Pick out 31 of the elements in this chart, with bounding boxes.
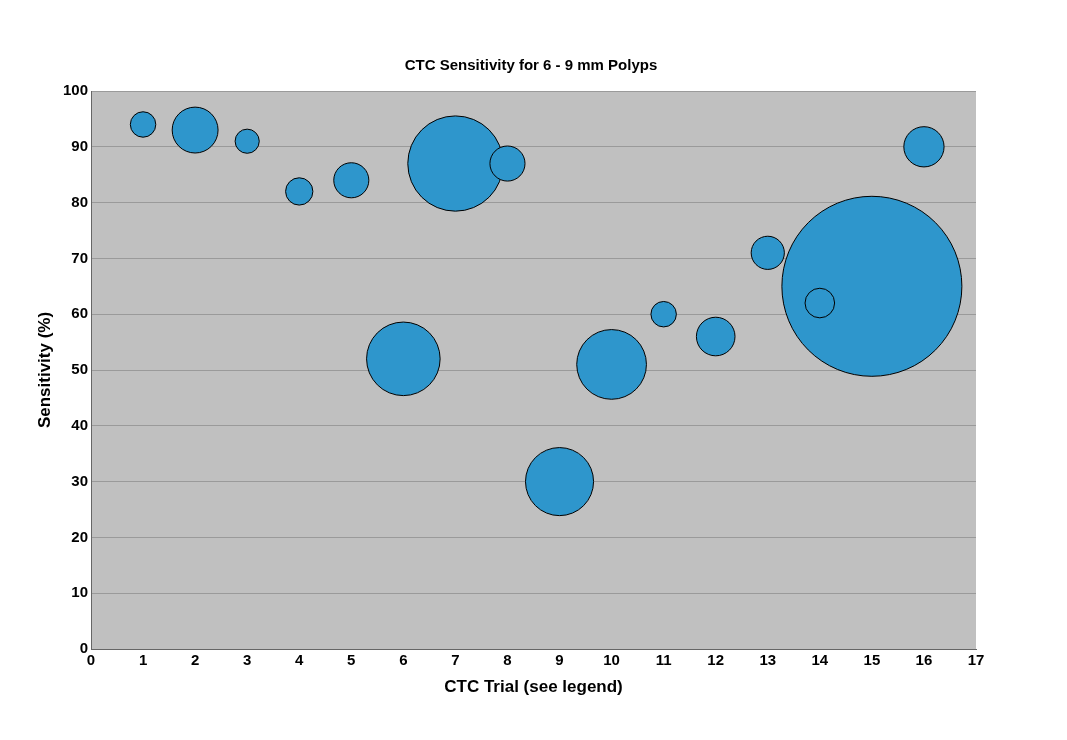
y-axis-title: Sensitivity (%) xyxy=(35,311,55,429)
x-tick-label: 11 xyxy=(655,651,672,669)
y-tick-label: 40 xyxy=(71,415,88,433)
y-tick-label: 0 xyxy=(79,639,88,657)
x-tick-label: 5 xyxy=(347,651,356,669)
y-tick-label: 80 xyxy=(71,192,88,210)
chart-title: CTC Sensitivity for 6 - 9 mm Polyps xyxy=(404,56,658,74)
x-tick-label: 14 xyxy=(811,651,829,669)
x-tick-label: 17 xyxy=(967,651,985,669)
x-axis-title: CTC Trial (see legend) xyxy=(444,676,623,696)
y-tick-label: 60 xyxy=(71,304,88,322)
x-tick-label: 13 xyxy=(759,651,777,669)
y-tick-label: 50 xyxy=(71,360,88,378)
y-tick-label: 10 xyxy=(71,583,88,601)
x-tick-label: 12 xyxy=(707,651,725,669)
x-tick-label: 10 xyxy=(603,651,620,669)
x-tick-label: 6 xyxy=(399,651,408,669)
x-tick-label: 1 xyxy=(138,651,148,669)
x-tick-label: 7 xyxy=(451,651,460,669)
x-tick-label: 2 xyxy=(190,651,200,669)
x-tick-label: 3 xyxy=(243,651,252,669)
x-tick-label: 4 xyxy=(295,651,305,669)
x-tick-label: 8 xyxy=(503,651,512,669)
y-tick-label: 30 xyxy=(71,471,88,489)
x-tick-label: 9 xyxy=(555,651,564,669)
y-tick-label: 70 xyxy=(71,248,88,266)
y-tick-label: 100 xyxy=(62,81,88,99)
y-tick-label: 20 xyxy=(71,527,88,545)
x-tick-label: 16 xyxy=(915,651,933,669)
x-tick-label: 15 xyxy=(863,651,881,669)
y-tick-label: 90 xyxy=(71,136,88,154)
